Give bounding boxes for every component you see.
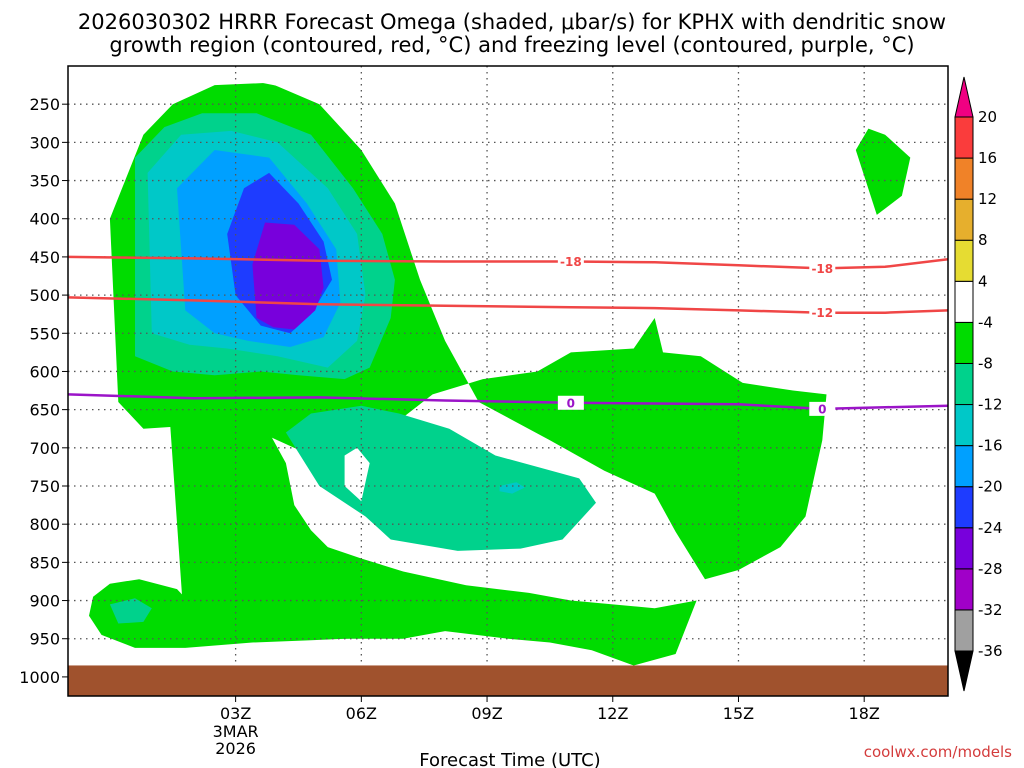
colorbar-label-2: -28: [978, 560, 1003, 578]
omega-region-6: [109, 598, 152, 624]
colorbar-segment-2: [954, 527, 974, 570]
colorbar-label-5: -16: [978, 437, 1003, 455]
freezing-0-label-0: 0: [567, 396, 575, 410]
y-tick-label-350: 350: [29, 172, 60, 191]
y-tick-label-250: 250: [29, 95, 60, 114]
omega-region-15: [721, 127, 756, 166]
y-tick-label-800: 800: [29, 515, 60, 534]
colorbar-label-7: -8: [978, 354, 993, 372]
omega-region-13: [428, 100, 638, 334]
colorbar-label-11: 12: [978, 190, 997, 208]
omega-region-12: [227, 66, 341, 93]
x-tick-sublabel-0: 3MAR: [213, 722, 259, 741]
dgz-0-contour: [68, 255, 948, 270]
y-tick-label-550: 550: [29, 324, 60, 343]
omega-shading-layer: [89, 66, 911, 666]
colorbar-label-12: 16: [978, 149, 997, 167]
contour-layer: -18 -18 -12 0 0: [68, 254, 948, 416]
y-tick-label-1000: 1000: [19, 668, 60, 687]
colorbar-label-1: -32: [978, 601, 1003, 619]
freezing-0-label-1: 0: [818, 402, 826, 416]
y-tick-label-500: 500: [29, 286, 60, 305]
colorbar-arrow-high: [954, 76, 974, 118]
omega-region-3: [89, 554, 425, 648]
colorbar-segment-10: [954, 198, 974, 241]
freezing-0-contour: [68, 393, 948, 411]
dgz-0-label-1: -18: [811, 262, 833, 276]
x-tick-sublabel-1: 2026: [215, 739, 256, 758]
colorbar-segment-8: [954, 280, 974, 323]
colorbar-label-10: 8: [978, 231, 988, 249]
y-tick-label-450: 450: [29, 248, 60, 267]
omega-region-5: [285, 405, 596, 551]
dgz-1-label-0: -12: [811, 306, 833, 320]
colorbar-segment-7: [954, 321, 974, 364]
x-tick-label-03Z: 03Z: [220, 704, 251, 723]
omega-region-2: [855, 128, 911, 215]
omega-region-17: [344, 447, 370, 502]
colorbar-segment-4: [954, 445, 974, 488]
y-tick-label-400: 400: [29, 210, 60, 229]
chart-title-line-1: 2026030302 HRRR Forecast Omega (shaded, …: [78, 10, 946, 34]
y-tick-label-850: 850: [29, 553, 60, 572]
y-tick-label-650: 650: [29, 401, 60, 420]
omega-region-16: [122, 482, 152, 517]
y-tick-label-600: 600: [29, 362, 60, 381]
dgz-1-label-bg-0: [809, 305, 836, 320]
credit-link[interactable]: coolwx.com/models: [864, 743, 1012, 761]
x-tick-label-09Z: 09Z: [471, 704, 502, 723]
colorbar-segment-3: [954, 486, 974, 529]
dgz-0-label-0: -18: [560, 255, 582, 269]
ground-surface: [68, 665, 948, 696]
freezing-0-label-bg-1: [809, 401, 836, 416]
y-tick-label-950: 950: [29, 630, 60, 649]
omega-region-18: [813, 604, 839, 639]
grid-layer: [68, 66, 948, 696]
colorbar-segment-11: [954, 157, 974, 200]
colorbar-label-3: -24: [978, 519, 1003, 537]
y-axis: 250 300 350 400 450 500 550 600 650 700 750 800 850 9…: [19, 95, 68, 687]
dgz-1-contour: [68, 296, 948, 314]
colorbar-segment-12: [954, 116, 974, 159]
plot-frame: [67, 65, 949, 697]
x-tick-label-18Z: 18Z: [849, 704, 880, 723]
colorbar: -36 -32 -28 -24 -20 -16 -12 -8 -4 4 8 12 16 20: [954, 76, 1003, 692]
colorbar-segment-9: [954, 239, 974, 282]
x-axis-title: Forecast Time (UTC): [419, 750, 600, 768]
chart-title-line-2: growth region (contoured, red, °C) and f…: [109, 33, 914, 57]
x-tick-label-15Z: 15Z: [723, 704, 754, 723]
y-tick-label-700: 700: [29, 439, 60, 458]
colorbar-label-0: -36: [978, 642, 1003, 660]
colorbar-label-13: 20: [978, 108, 997, 126]
colorbar-label-8: -4: [978, 313, 993, 331]
colorbar-segment-5: [954, 404, 974, 447]
colorbar-arrow-low: [954, 650, 974, 692]
y-tick-label-900: 900: [29, 592, 60, 611]
y-tick-label-750: 750: [29, 477, 60, 496]
y-tick-label-300: 300: [29, 133, 60, 152]
colorbar-label-6: -12: [978, 396, 1003, 414]
omega-region-8: [499, 482, 525, 494]
freezing-0-label-bg-0: [557, 395, 584, 410]
x-tick-label-12Z: 12Z: [597, 704, 628, 723]
colorbar-label-9: 4: [978, 272, 988, 290]
colorbar-segment-1: [954, 568, 974, 611]
dgz-0-label-bg-1: [809, 261, 836, 276]
dgz-0-label-bg-0: [557, 254, 584, 269]
colorbar-segment-0: [954, 609, 974, 652]
colorbar-label-4: -20: [978, 478, 1003, 496]
colorbar-segment-6: [954, 362, 974, 406]
ground-layer: [68, 665, 948, 696]
x-tick-label-06Z: 06Z: [346, 704, 377, 723]
